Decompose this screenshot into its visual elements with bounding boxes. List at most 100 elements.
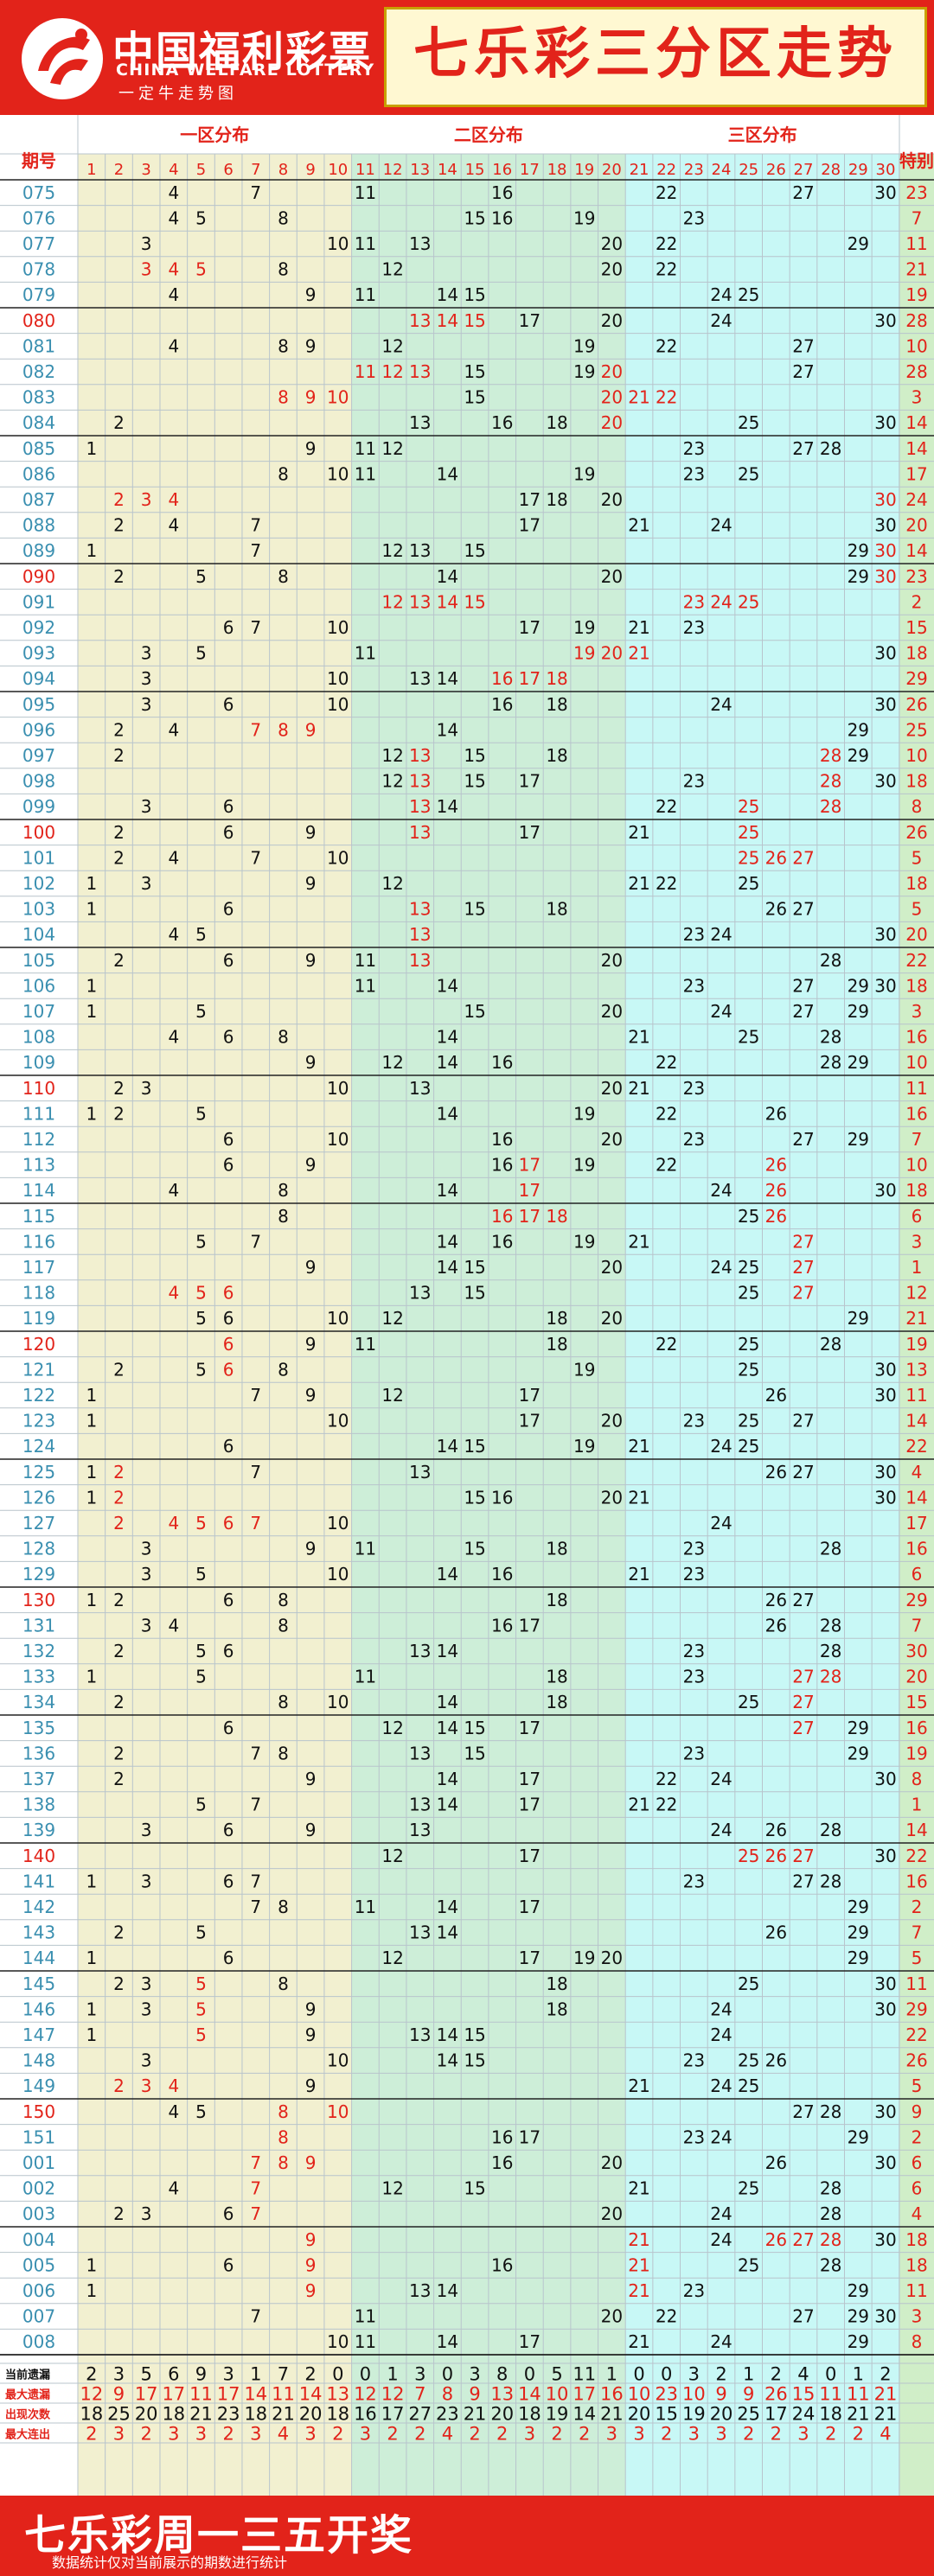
period-number: 077 [22,233,55,254]
stats-value: 4 [797,2364,809,2385]
drawn-number: 6 [223,1590,234,1610]
draw-row: 141 1 3 6 7 23 27 28 16 [22,1871,928,1891]
special-number: 19 [905,1743,927,1763]
drawn-number: 4 [168,1027,179,1048]
draw-row: 129 3 5 10 14 16 21 23 6 [22,1564,922,1584]
drawn-number: 6 [223,2254,234,2275]
drawn-number: 5 [195,924,207,945]
drawn-number: 13 [409,899,431,920]
drawn-number: 18 [546,694,567,715]
drawn-number: 1 [86,2254,97,2275]
drawn-number: 17 [519,2126,541,2147]
special-number: 22 [905,1846,927,1866]
drawn-number: 23 [683,975,705,996]
drawn-number: 27 [792,182,814,203]
drawn-number: 15 [464,2024,485,2045]
drawn-number: 26 [765,1206,787,1227]
special-number: 26 [905,694,927,715]
drawn-number: 21 [628,1564,649,1584]
drawn-number: 9 [305,1257,317,1278]
drawn-number: 23 [683,1539,705,1559]
stats-value: 18 [80,2404,103,2425]
drawn-number: 8 [278,1615,289,1636]
drawn-number: 6 [223,694,234,715]
stats-label: 当前遗漏 [5,2369,50,2382]
stats-value: 4 [278,2424,289,2445]
drawn-number: 16 [491,1231,513,1252]
drawn-number: 26 [765,1615,787,1636]
drawn-number: 24 [710,2024,732,2045]
drawn-number: 13 [409,1922,431,1943]
draw-row: 149 2 3 4 9 21 24 25 5 [22,2075,922,2096]
period-header: 期号 [22,150,56,171]
drawn-number: 18 [546,745,567,766]
drawn-number: 15 [464,207,485,228]
period-number: 144 [22,1948,55,1968]
drawn-number: 13 [409,310,431,331]
special-number: 9 [912,2101,923,2122]
drawn-number: 12 [381,361,403,382]
drawn-number: 3 [141,489,152,510]
special-number: 21 [905,1308,927,1329]
special-number: 14 [905,412,927,433]
column-header-26: 26 [766,161,786,179]
period-number: 122 [22,1385,55,1406]
drawn-number: 27 [792,1231,814,1252]
stats-label: 出现次数 [5,2408,51,2422]
stats-value: 11 [272,2384,295,2405]
drawn-number: 26 [765,1846,787,1866]
drawn-number: 23 [683,2280,705,2301]
stats-value: 2 [387,2424,398,2445]
draw-row: 111 1 2 5 14 19 22 26 16 [22,1103,928,1124]
drawn-number: 6 [223,899,234,920]
period-number: 115 [22,1206,55,1227]
stats-value: 1 [387,2364,398,2385]
drawn-number: 28 [820,2101,841,2122]
drawn-number: 21 [628,387,649,408]
drawn-number: 29 [848,540,869,561]
drawn-number: 14 [437,1922,458,1943]
drawn-number: 9 [305,1820,317,1840]
drawn-number: 6 [223,950,234,971]
drawn-number: 29 [848,2306,869,2327]
stats-value: 3 [797,2424,809,2445]
drawn-number: 6 [223,1436,234,1457]
special-number: 11 [905,2280,927,2301]
drawn-number: 9 [305,2024,317,2045]
stats-value: 2 [222,2424,234,2445]
drawn-number: 3 [141,2075,152,2096]
stats-value: 1 [606,2364,617,2385]
drawn-number: 28 [820,1871,841,1891]
drawn-number: 1 [86,873,97,894]
stats-label: 最大遗漏 [5,2388,50,2402]
special-number: 25 [905,719,927,740]
stats-value: 3 [715,2424,726,2445]
draw-row: 146 1 3 5 9 18 24 30 29 [22,1999,928,2019]
draw-row: 121 2 5 6 8 19 25 30 13 [22,1359,928,1380]
drawn-number: 24 [710,1180,732,1201]
drawn-number: 16 [491,1564,513,1584]
stats-value: 2 [579,2424,590,2445]
special-number: 3 [912,2306,923,2327]
drawn-number: 1 [86,1462,97,1482]
drawn-number: 17 [519,1795,541,1815]
drawn-number: 21 [628,1027,649,1048]
drawn-number: 4 [168,847,179,868]
drawn-number: 9 [305,387,317,408]
special-number: 20 [905,924,927,945]
drawn-number: 3 [141,694,152,715]
drawn-number: 29 [848,1308,869,1329]
stats-value: 15 [655,2404,678,2425]
column-header-28: 28 [821,161,841,179]
drawn-number: 21 [628,515,649,536]
drawn-number: 29 [848,2280,869,2301]
drawn-number: 20 [601,1078,623,1099]
special-number: 16 [905,1718,927,1738]
drawn-number: 12 [381,873,403,894]
drawn-number: 15 [464,1283,485,1304]
drawn-number: 25 [738,796,759,817]
drawn-number: 23 [683,1078,705,1099]
drawn-number: 20 [601,1308,623,1329]
drawn-number: 27 [792,1411,814,1431]
